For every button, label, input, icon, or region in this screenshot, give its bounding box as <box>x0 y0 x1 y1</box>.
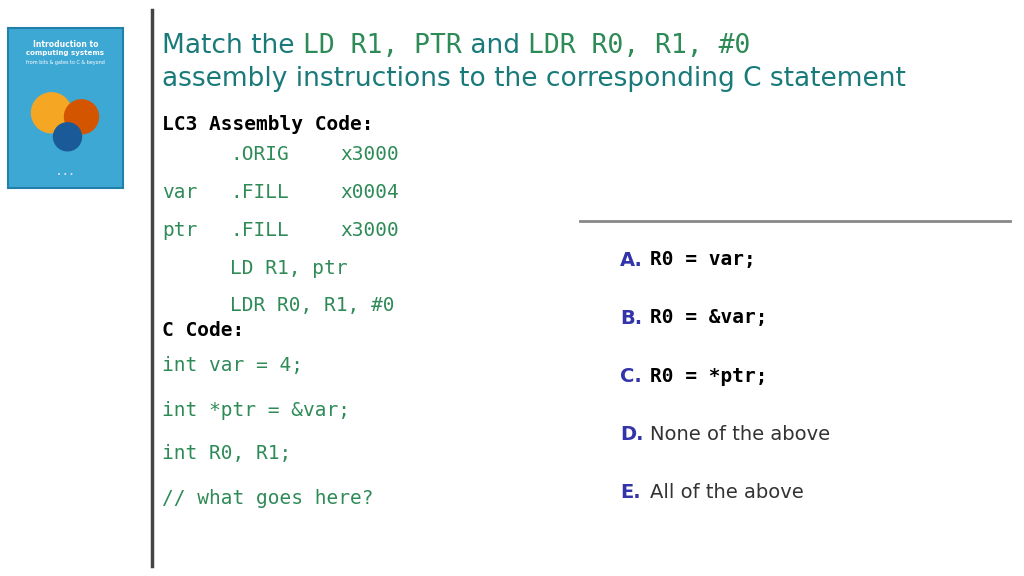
Text: Match the: Match the <box>162 33 303 59</box>
Text: int R0, R1;: int R0, R1; <box>162 445 291 464</box>
Text: C Code:: C Code: <box>162 321 245 340</box>
Text: A.: A. <box>620 251 643 270</box>
Text: C.: C. <box>620 366 642 385</box>
Text: x3000: x3000 <box>340 145 398 164</box>
Circle shape <box>53 123 82 151</box>
Text: ptr: ptr <box>162 221 198 240</box>
Text: R0 = var;: R0 = var; <box>650 251 756 270</box>
Text: .ORIG: .ORIG <box>230 145 289 164</box>
Text: x3000: x3000 <box>340 221 398 240</box>
Text: from bits & gates to C & beyond: from bits & gates to C & beyond <box>26 60 104 65</box>
Text: R0 = *ptr;: R0 = *ptr; <box>650 366 768 385</box>
Text: int var = 4;: int var = 4; <box>162 357 303 376</box>
Text: .FILL: .FILL <box>230 221 289 240</box>
Text: assembly instructions to the corresponding C statement: assembly instructions to the correspondi… <box>162 66 906 92</box>
FancyBboxPatch shape <box>8 28 123 188</box>
Text: and: and <box>462 33 528 59</box>
Text: computing systems: computing systems <box>27 50 104 56</box>
Text: .FILL: .FILL <box>230 183 289 202</box>
Text: D.: D. <box>620 425 643 444</box>
Text: // what goes here?: // what goes here? <box>162 488 374 507</box>
Circle shape <box>65 100 98 134</box>
Text: int *ptr = &var;: int *ptr = &var; <box>162 400 350 419</box>
Text: B.: B. <box>620 309 642 328</box>
Text: Introduction to: Introduction to <box>33 40 98 49</box>
Text: R0 = &var;: R0 = &var; <box>650 309 768 328</box>
Text: All of the above: All of the above <box>650 483 804 502</box>
Text: LDR R0, R1, #0: LDR R0, R1, #0 <box>230 297 394 316</box>
Circle shape <box>32 93 72 133</box>
Text: LD R1, ptr: LD R1, ptr <box>230 259 347 278</box>
Text: x0004: x0004 <box>340 183 398 202</box>
Text: LC3 Assembly Code:: LC3 Assembly Code: <box>162 115 374 134</box>
Text: E.: E. <box>620 483 641 502</box>
Text: • • •: • • • <box>57 172 74 178</box>
Text: var: var <box>162 183 198 202</box>
Text: None of the above: None of the above <box>650 425 830 444</box>
Text: LDR R0, R1, #0: LDR R0, R1, #0 <box>528 33 751 59</box>
Text: LD R1, PTR: LD R1, PTR <box>303 33 462 59</box>
